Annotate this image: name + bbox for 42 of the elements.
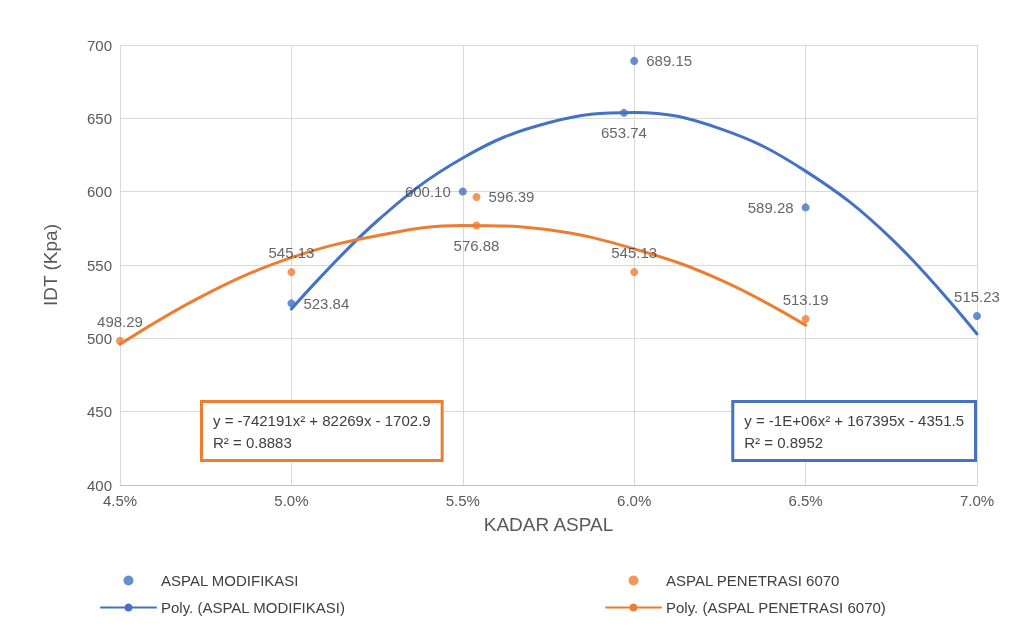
point — [630, 56, 639, 65]
point — [619, 108, 628, 117]
legend-label: Poly. (ASPAL MODIFIKASI) — [161, 599, 345, 616]
data-label: 689.15 — [646, 52, 693, 70]
legend-label: ASPAL PENETRASI 6070 — [666, 572, 840, 589]
x-axis-title: KADAR ASPAL — [483, 514, 614, 535]
x-tick-label: 7.0% — [959, 492, 995, 509]
annotation: y = -1E+06x² + 167395x - 4351.5 R² = 0.8952 — [744, 411, 964, 451]
point — [801, 203, 810, 212]
data-label: 589.28 — [747, 198, 794, 216]
point — [458, 187, 467, 196]
point — [472, 221, 481, 230]
data-label: 653.74 — [600, 123, 647, 141]
x-tick-label: 6.0% — [617, 492, 652, 509]
annotation: y = -742191x² + 82269x - 1702.9 R² = 0.8883 — [213, 411, 431, 451]
y-tick-label: 400 — [86, 476, 112, 494]
x-tick-label: 4.5% — [102, 492, 138, 509]
point — [287, 268, 296, 277]
y-tick-label: 700 — [86, 36, 112, 54]
legend-label: ASPAL MODIFIKASI — [161, 572, 299, 589]
y-tick-label: 650 — [86, 109, 112, 127]
data-label: 513.19 — [782, 290, 829, 308]
data-label: 515.23 — [954, 288, 1000, 305]
y-tick-label: 500 — [86, 329, 112, 347]
y-tick-label: 450 — [86, 403, 112, 421]
point — [973, 312, 981, 320]
data-label: 523.84 — [303, 294, 350, 312]
data-label: 498.29 — [97, 312, 143, 330]
data-label: 576.88 — [453, 236, 500, 254]
x-tick-label: 5.0% — [274, 492, 309, 509]
x-tick-label: 6.5% — [788, 492, 823, 509]
point — [472, 192, 481, 201]
point — [801, 314, 810, 323]
point — [116, 336, 124, 345]
point — [630, 268, 639, 277]
y-axis-title: IDT (Kpa) — [40, 223, 61, 307]
y-tick-label: 550 — [86, 256, 112, 274]
x-tick-label: 5.5% — [445, 492, 480, 509]
data-label: 596.39 — [488, 188, 535, 206]
legend-label: Poly. (ASPAL PENETRASI 6070) — [666, 599, 886, 616]
point — [287, 299, 296, 308]
y-tick-label: 600 — [86, 183, 112, 201]
